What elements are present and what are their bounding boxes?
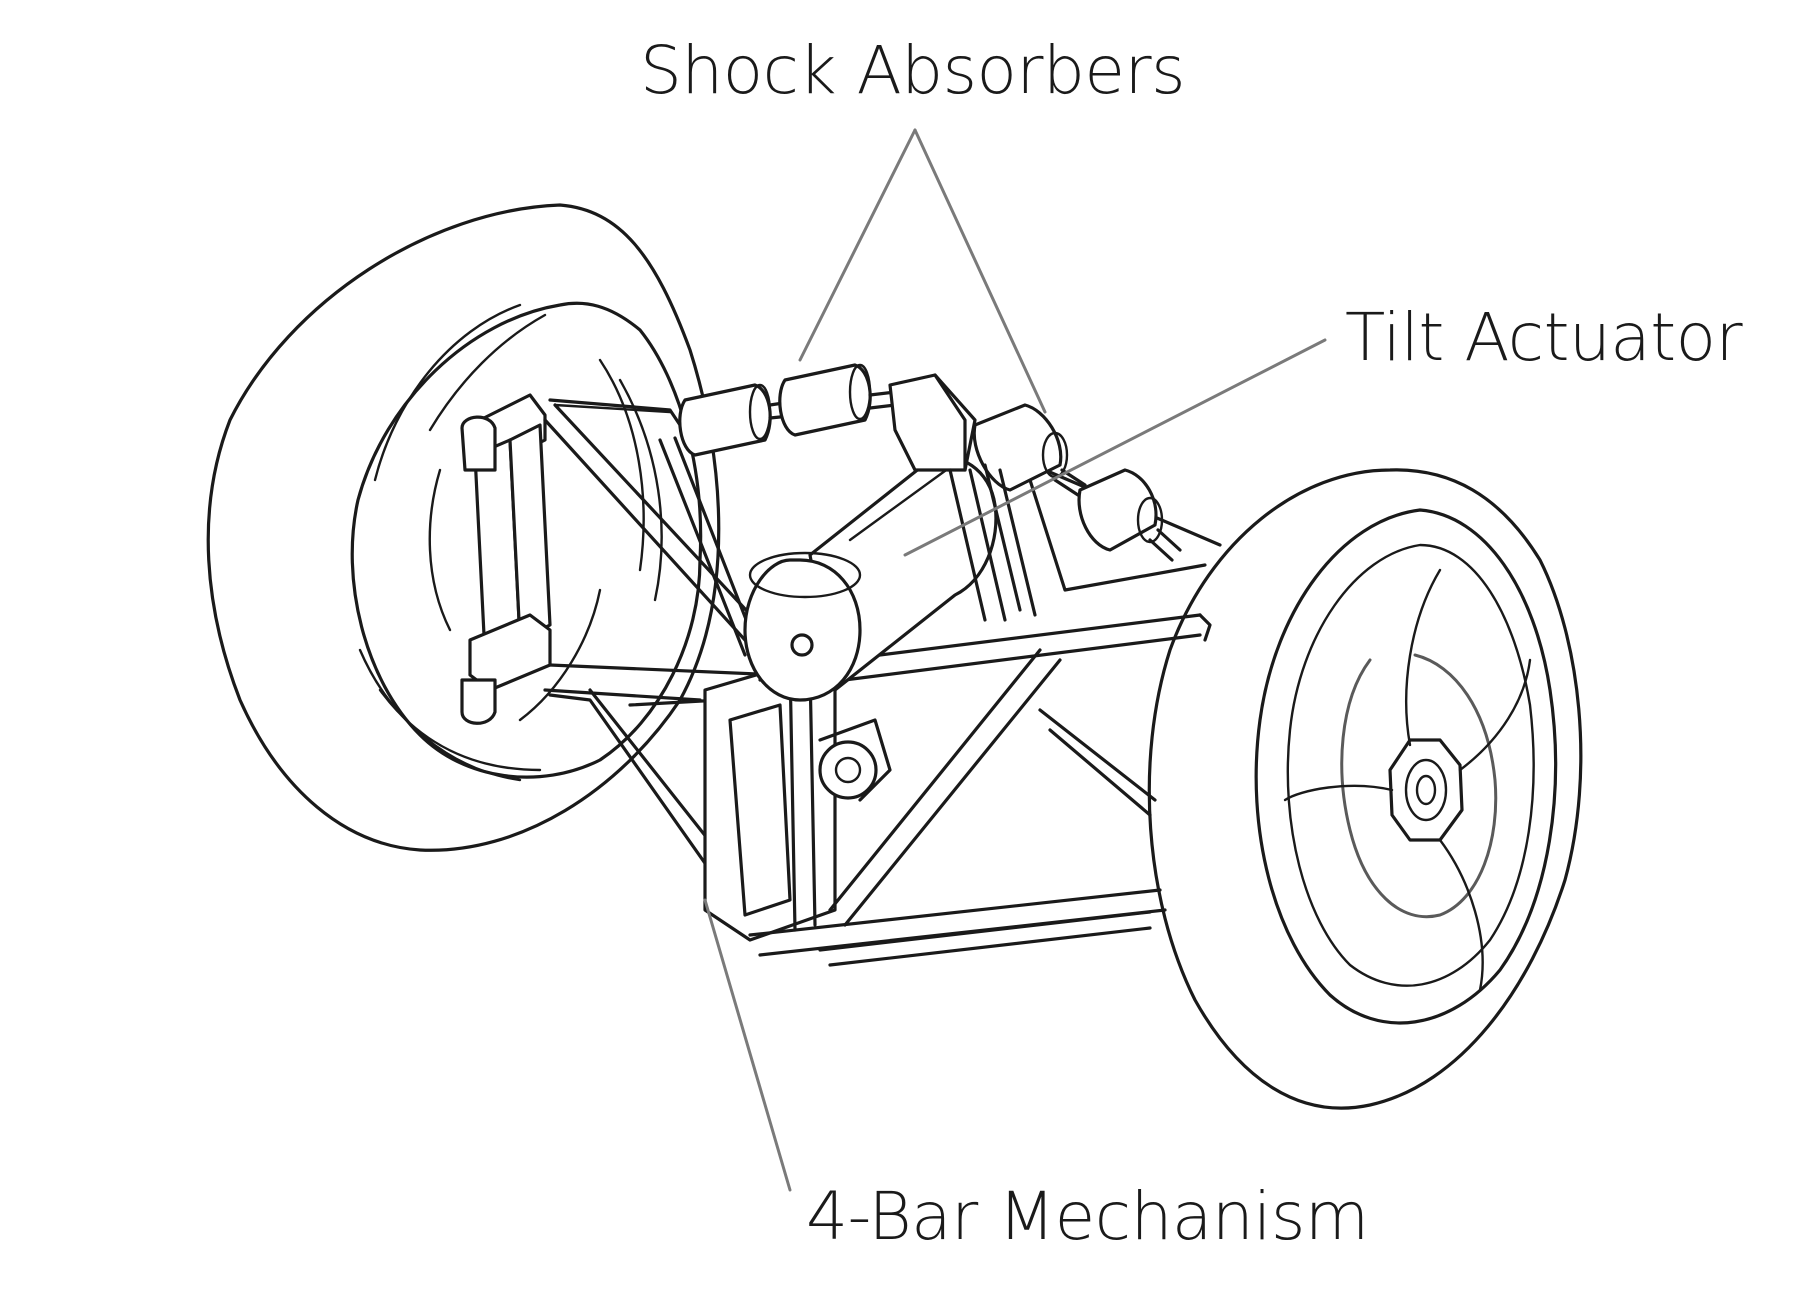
upright-bottom-lug <box>460 678 497 725</box>
four-bar-mechanism-label: 4-Bar Mechanism <box>806 1178 1369 1255</box>
left-tire-tread-8 <box>518 588 602 722</box>
shock-absorbers <box>553 363 1182 622</box>
left-tire-tread-5 <box>358 648 522 782</box>
leader-shock-right <box>913 128 1047 414</box>
upright-top-lug <box>460 415 497 472</box>
right-hub-cap <box>1404 758 1448 822</box>
frame-diagonal-brace <box>828 648 1062 927</box>
left-tire-outer <box>206 203 721 852</box>
frame-front-plate-window <box>728 703 792 917</box>
actuator-pivot-top <box>790 633 814 657</box>
right-hub <box>1388 738 1464 842</box>
left-tire-tread-2 <box>428 313 547 432</box>
shock-absorbers-label: Shock Absorbers <box>640 32 1186 109</box>
shock-center-mount-detail <box>933 373 967 472</box>
right-spoke-2 <box>1283 784 1394 802</box>
frame-cross-brace <box>1038 708 1157 817</box>
frame-top-bar-end <box>1198 613 1212 642</box>
center-frame <box>703 468 1222 967</box>
right-spoke-4 <box>1458 658 1532 772</box>
right-rim-outer <box>1254 508 1558 1025</box>
shock-support-posts <box>948 463 1037 622</box>
tilt-actuator <box>743 455 998 802</box>
leader-tilt-actuator <box>903 338 1327 557</box>
frame-bottom-rail-2 <box>818 910 1152 967</box>
actuator-base-mount <box>818 740 878 800</box>
right-hub-bolt <box>1415 774 1437 806</box>
actuator-base-bracket <box>818 718 892 802</box>
lower-link-top <box>543 663 782 702</box>
right-spoke-3 <box>1438 838 1484 992</box>
right-rim-inner <box>1286 543 1535 987</box>
right-tire-outer <box>1147 468 1583 1110</box>
shock-4-body <box>1077 468 1158 552</box>
left-tire-tread-6 <box>378 688 542 772</box>
left-tire-tread-7 <box>428 468 452 632</box>
shock-2-cap <box>848 363 872 421</box>
shock-link-left <box>553 403 672 414</box>
shock-1-cap <box>748 383 772 441</box>
left-tire-tread-3 <box>598 358 645 572</box>
actuator-ring <box>748 551 862 599</box>
upper-link <box>543 403 762 642</box>
shock-4-rod <box>1148 528 1182 562</box>
leader-four-bar <box>703 898 792 1192</box>
shock-1-body <box>678 383 772 457</box>
right-spoke-1 <box>1405 568 1442 747</box>
upper-link-front <box>548 398 682 427</box>
left-tire-inner <box>350 301 703 779</box>
left-tire-tread-1 <box>373 303 522 482</box>
actuator-end-cap <box>743 558 862 702</box>
upright-arm-side <box>508 423 552 642</box>
shock-3-body <box>972 403 1063 492</box>
shock-center-mount <box>888 373 977 472</box>
leader-shock-left <box>798 128 917 362</box>
right-rim-ring <box>1340 653 1498 919</box>
left-upright <box>460 393 552 725</box>
actuator-seam <box>848 458 962 542</box>
right-wheel <box>1147 468 1583 1110</box>
actuator-base-bolt <box>834 756 862 784</box>
frame-vertical-post <box>788 663 817 932</box>
tilt-actuator-label: Tilt Actuator <box>1345 299 1743 376</box>
shock-2-body <box>778 363 872 437</box>
leader-lines <box>703 128 1327 1192</box>
diagonal-rod <box>658 436 760 657</box>
